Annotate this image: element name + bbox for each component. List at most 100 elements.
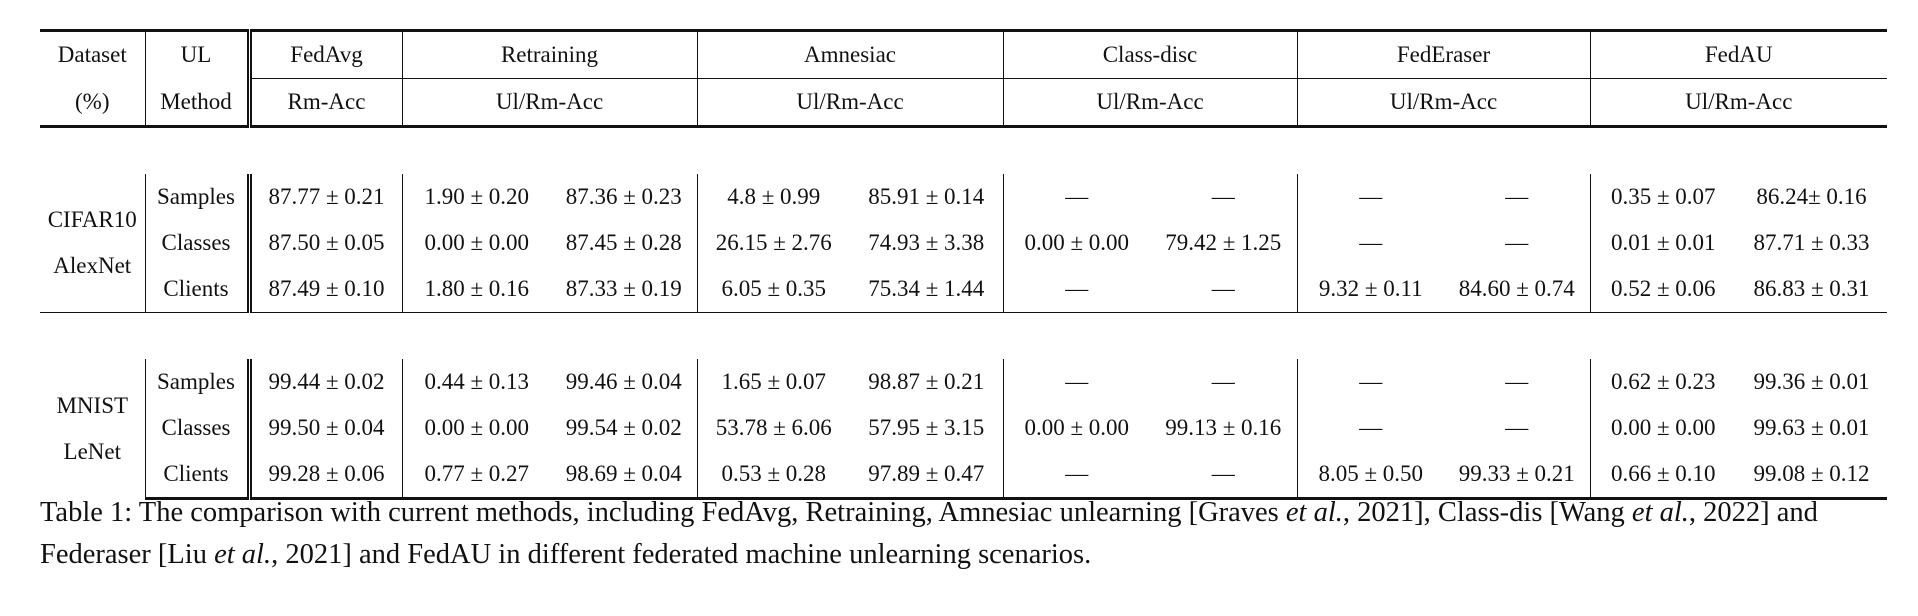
value-cell: — (1002, 266, 1150, 313)
value-cell: — (1002, 359, 1150, 405)
value-cell: — (1296, 220, 1444, 266)
value-cell: 99.46 ± 0.04 (565, 369, 682, 394)
value-cell: 1.90 ± 0.20 (401, 174, 551, 220)
value-cell: 79.42 ± 1.25 (1165, 230, 1282, 255)
caption-text-2: , 2021], Class-dis [Wang (1342, 497, 1632, 528)
value-cell: 86.83 ± 0.31 (1753, 276, 1870, 301)
value-cell: 98.87 ± 0.21 (868, 369, 985, 394)
header-metric-retraining: Ul/Rm-Acc (401, 78, 697, 127)
header-ul: UL (144, 29, 249, 79)
ul-method-cell: Classes (144, 405, 249, 451)
header-amnesiac: Amnesiac (696, 29, 1003, 79)
value-cell: 85.91 ± 0.14 (868, 184, 985, 209)
header-metric-fedavg: Rm-Acc (246, 78, 402, 127)
table-body: CIFAR10 AlexNet Samples 87.77 ± 0.21 1.90 ± … (40, 125, 1888, 500)
value-cell: 98.69 ± 0.04 (551, 451, 697, 500)
section-separator (40, 125, 1888, 174)
value-cell: 87.77 ± 0.21 (246, 174, 402, 220)
value-cell: — (1505, 415, 1529, 440)
ul-method-cell: Clients (144, 451, 249, 500)
header-retraining: Retraining (401, 29, 697, 79)
value-cell: 87.50 ± 0.05 (246, 220, 402, 266)
value-cell: 0.00 ± 0.00 (1589, 405, 1736, 451)
value-cell: — (1002, 174, 1150, 220)
header-row-1: Dataset UL FedAvg Retraining Amnesiac Cl… (40, 29, 1888, 79)
value-cell: 99.50 ± 0.04 (246, 405, 402, 451)
ul-method-cell: Clients (144, 266, 249, 313)
value-cell: 6.05 ± 0.35 (696, 266, 850, 313)
dataset-cell: CIFAR10 AlexNet (40, 174, 145, 313)
model-name: LeNet (63, 438, 121, 464)
table-row: Classes 87.50 ± 0.05 0.00 ± 0.00 87.45 ± 0.… (40, 220, 1887, 266)
value-cell: 0.44 ± 0.13 (401, 359, 551, 405)
value-cell: 8.05 ± 0.50 (1296, 451, 1444, 500)
header-metric-class-disc: Ul/Rm-Acc (1002, 78, 1297, 127)
section-separator (40, 312, 1888, 359)
caption-etal-2: et al. (1631, 497, 1689, 528)
value-cell: — (1150, 451, 1297, 500)
value-cell: — (1211, 184, 1235, 209)
value-cell: 99.33 ± 0.21 (1444, 451, 1590, 500)
value-cell: 97.89 ± 0.47 (850, 451, 1003, 500)
value-cell: 1.65 ± 0.07 (696, 359, 850, 405)
value-cell: 74.93 ± 3.38 (868, 230, 985, 255)
value-cell: 9.32 ± 0.11 (1296, 266, 1444, 313)
value-cell: 0.52 ± 0.06 (1589, 266, 1736, 313)
value-cell: 0.62 ± 0.23 (1589, 359, 1736, 405)
header-class-disc: Class-disc (1002, 29, 1297, 79)
value-cell: 99.36 ± 0.01 (1753, 369, 1870, 394)
value-cell: 87.71 ± 0.33 (1753, 230, 1870, 255)
value-cell: 57.95 ± 3.15 (868, 415, 985, 440)
value-cell: 1.80 ± 0.16 (401, 266, 551, 313)
header-fedau: FedAU (1589, 29, 1888, 79)
header-dataset: Dataset (40, 29, 145, 79)
value-cell: 0.01 ± 0.01 (1589, 220, 1736, 266)
value-cell: — (1296, 174, 1444, 220)
value-cell: 4.8 ± 0.99 (696, 174, 850, 220)
value-cell: 0.00 ± 0.00 (401, 220, 551, 266)
dataset-name: CIFAR10 (47, 207, 137, 232)
value-cell: 87.33 ± 0.19 (565, 276, 682, 301)
value-cell: 26.15 ± 2.76 (696, 220, 850, 266)
dataset-cell: MNIST LeNet (40, 359, 145, 499)
value-cell: — (1505, 230, 1529, 255)
value-cell: 0.00 ± 0.00 (401, 405, 551, 451)
caption-text-4: , 2021] and FedAU in different federated… (271, 539, 1092, 570)
value-cell: — (1505, 369, 1529, 394)
ul-method-cell: Samples (144, 359, 249, 405)
header-federaser: FedEraser (1296, 29, 1590, 79)
value-cell: 0.77 ± 0.27 (401, 451, 551, 500)
value-cell: 99.28 ± 0.06 (246, 451, 402, 500)
value-cell: 0.00 ± 0.00 (1002, 405, 1150, 451)
value-cell: 84.60 ± 0.74 (1458, 276, 1575, 301)
value-cell: 75.34 ± 1.44 (868, 276, 985, 301)
value-cell: — (1505, 184, 1529, 209)
table-row: CIFAR10 AlexNet Samples 87.77 ± 0.21 1.90 ± … (40, 174, 1887, 278)
value-cell: — (1211, 369, 1235, 394)
header-ul-method: Method (144, 78, 249, 127)
caption-text-1: Table 1: The comparison with current met… (40, 497, 1286, 528)
value-cell: — (1211, 276, 1235, 301)
value-cell: 0.53 ± 0.28 (696, 451, 850, 500)
dataset-name: MNIST (56, 392, 129, 418)
table-row: Classes 99.50 ± 0.04 0.00 ± 0.00 99.54 ± 0.… (40, 405, 1887, 451)
value-cell: 86.24± 0.16 (1756, 184, 1867, 209)
table-row: Clients 87.49 ± 0.10 1.80 ± 0.16 87.33 ± 0.… (40, 266, 1887, 313)
value-cell: — (1296, 405, 1444, 451)
table-caption: Table 1: The comparison with current met… (40, 492, 1887, 576)
header-metric-amnesiac: Ul/Rm-Acc (696, 78, 1003, 127)
value-cell: — (1002, 451, 1150, 500)
results-table: Dataset UL FedAvg Retraining Amnesiac Cl… (40, 29, 1888, 500)
caption-text-3: , 2022] and Federaser [Liu (40, 497, 1818, 570)
value-cell: 99.63 ± 0.01 (1753, 415, 1870, 440)
header-metric-federaser: Ul/Rm-Acc (1296, 78, 1590, 127)
value-cell: 87.36 ± 0.23 (565, 184, 682, 209)
header-dataset-unit: (%) (75, 88, 110, 114)
table-row: Clients 99.28 ± 0.06 0.77 ± 0.27 98.69 ± 0.… (40, 451, 1888, 500)
value-cell: 99.44 ± 0.02 (246, 359, 402, 405)
header-fedavg: FedAvg (246, 29, 402, 79)
value-cell: 53.78 ± 6.06 (696, 405, 850, 451)
value-cell: 87.49 ± 0.10 (246, 266, 402, 313)
header-metric-fedau: Ul/Rm-Acc (1589, 78, 1888, 127)
